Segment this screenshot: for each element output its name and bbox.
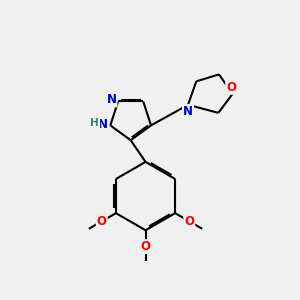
Text: O: O — [184, 215, 194, 228]
Text: N: N — [98, 118, 108, 131]
Text: O: O — [140, 240, 151, 253]
Text: H: H — [91, 118, 99, 128]
Text: N: N — [106, 94, 117, 106]
Text: O: O — [97, 215, 107, 228]
Text: O: O — [226, 81, 236, 94]
Text: N: N — [183, 105, 193, 118]
